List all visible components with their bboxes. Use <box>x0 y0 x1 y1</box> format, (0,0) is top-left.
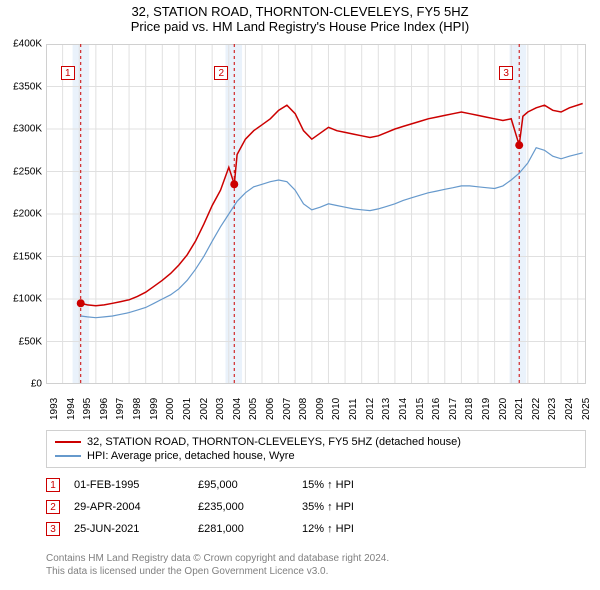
events-table: 1 01-FEB-1995 £95,000 15% ↑ HPI 2 29-APR… <box>46 474 586 540</box>
x-tick-label: 1997 <box>115 398 126 420</box>
y-tick-label: £100K <box>13 294 42 305</box>
legend-swatch <box>55 441 81 443</box>
event-row: 3 25-JUN-2021 £281,000 12% ↑ HPI <box>46 518 586 540</box>
x-tick-label: 2025 <box>581 398 592 420</box>
plot-area: 1 2 3 <box>46 44 586 384</box>
event-marker-icon: 1 <box>46 478 60 492</box>
x-tick-label: 2010 <box>331 398 342 420</box>
y-tick-label: £50K <box>19 336 42 347</box>
event-marker-icon: 3 <box>46 522 60 536</box>
x-tick-label: 2000 <box>165 398 176 420</box>
y-tick-label: £300K <box>13 124 42 135</box>
event-price: £95,000 <box>198 479 288 491</box>
y-tick-label: £0 <box>31 379 42 390</box>
event-row: 1 01-FEB-1995 £95,000 15% ↑ HPI <box>46 474 586 496</box>
x-tick-label: 2006 <box>265 398 276 420</box>
x-tick-label: 2005 <box>248 398 259 420</box>
x-tick-label: 2024 <box>564 398 575 420</box>
x-tick-label: 1995 <box>82 398 93 420</box>
y-tick-label: £200K <box>13 209 42 220</box>
legend-swatch <box>55 455 81 457</box>
x-tick-label: 2009 <box>315 398 326 420</box>
x-tick-label: 2003 <box>215 398 226 420</box>
x-tick-label: 2019 <box>481 398 492 420</box>
event-price: £281,000 <box>198 523 288 535</box>
x-tick-label: 2001 <box>182 398 193 420</box>
x-tick-label: 1996 <box>99 398 110 420</box>
event-marker-icon: 2 <box>46 500 60 514</box>
y-axis-labels: £0£50K£100K£150K£200K£250K£300K£350K£400… <box>0 44 44 384</box>
y-tick-label: £250K <box>13 166 42 177</box>
x-tick-label: 2008 <box>298 398 309 420</box>
chart-title: 32, STATION ROAD, THORNTON-CLEVELEYS, FY… <box>0 0 600 34</box>
footer-line1: Contains HM Land Registry data © Crown c… <box>46 552 586 565</box>
legend-item: 32, STATION ROAD, THORNTON-CLEVELEYS, FY… <box>55 435 577 449</box>
x-tick-label: 1993 <box>49 398 60 420</box>
legend-label: HPI: Average price, detached house, Wyre <box>87 450 295 462</box>
title-subtitle: Price paid vs. HM Land Registry's House … <box>0 19 600 34</box>
x-axis-labels: 1993 1994 1995 1996 1997 1998 1999 2000 2001 2002… <box>46 388 586 424</box>
event-marker-on-chart: 1 <box>61 66 75 80</box>
x-tick-label: 2004 <box>232 398 243 420</box>
x-tick-label: 2016 <box>431 398 442 420</box>
legend-label: 32, STATION ROAD, THORNTON-CLEVELEYS, FY… <box>87 436 461 448</box>
x-tick-label: 2012 <box>365 398 376 420</box>
event-date: 29-APR-2004 <box>74 501 184 513</box>
event-price: £235,000 <box>198 501 288 513</box>
x-tick-label: 2022 <box>531 398 542 420</box>
x-tick-label: 2011 <box>348 398 359 420</box>
event-row: 2 29-APR-2004 £235,000 35% ↑ HPI <box>46 496 586 518</box>
event-pct: 35% ↑ HPI <box>302 501 412 513</box>
event-pct: 15% ↑ HPI <box>302 479 412 491</box>
x-tick-label: 2021 <box>514 398 525 420</box>
y-tick-label: £350K <box>13 81 42 92</box>
footer-line2: This data is licensed under the Open Gov… <box>46 565 586 578</box>
footer-attribution: Contains HM Land Registry data © Crown c… <box>46 552 586 578</box>
event-marker-on-chart: 3 <box>499 66 513 80</box>
event-marker-on-chart: 2 <box>214 66 228 80</box>
x-tick-label: 2013 <box>381 398 392 420</box>
event-date: 25-JUN-2021 <box>74 523 184 535</box>
chart-container: 32, STATION ROAD, THORNTON-CLEVELEYS, FY… <box>0 0 600 590</box>
x-tick-label: 2017 <box>448 398 459 420</box>
x-tick-label: 1999 <box>149 398 160 420</box>
x-tick-label: 1998 <box>132 398 143 420</box>
x-tick-label: 1994 <box>66 398 77 420</box>
y-tick-label: £150K <box>13 251 42 262</box>
legend-item: HPI: Average price, detached house, Wyre <box>55 449 577 463</box>
legend: 32, STATION ROAD, THORNTON-CLEVELEYS, FY… <box>46 430 586 468</box>
event-pct: 12% ↑ HPI <box>302 523 412 535</box>
x-tick-label: 2014 <box>398 398 409 420</box>
chart-svg <box>46 44 586 384</box>
x-tick-label: 2023 <box>547 398 558 420</box>
x-tick-label: 2015 <box>415 398 426 420</box>
y-tick-label: £400K <box>13 39 42 50</box>
x-tick-label: 2018 <box>464 398 475 420</box>
x-tick-label: 2002 <box>199 398 210 420</box>
title-address: 32, STATION ROAD, THORNTON-CLEVELEYS, FY… <box>0 4 600 19</box>
event-date: 01-FEB-1995 <box>74 479 184 491</box>
x-tick-label: 2020 <box>498 398 509 420</box>
x-tick-label: 2007 <box>282 398 293 420</box>
